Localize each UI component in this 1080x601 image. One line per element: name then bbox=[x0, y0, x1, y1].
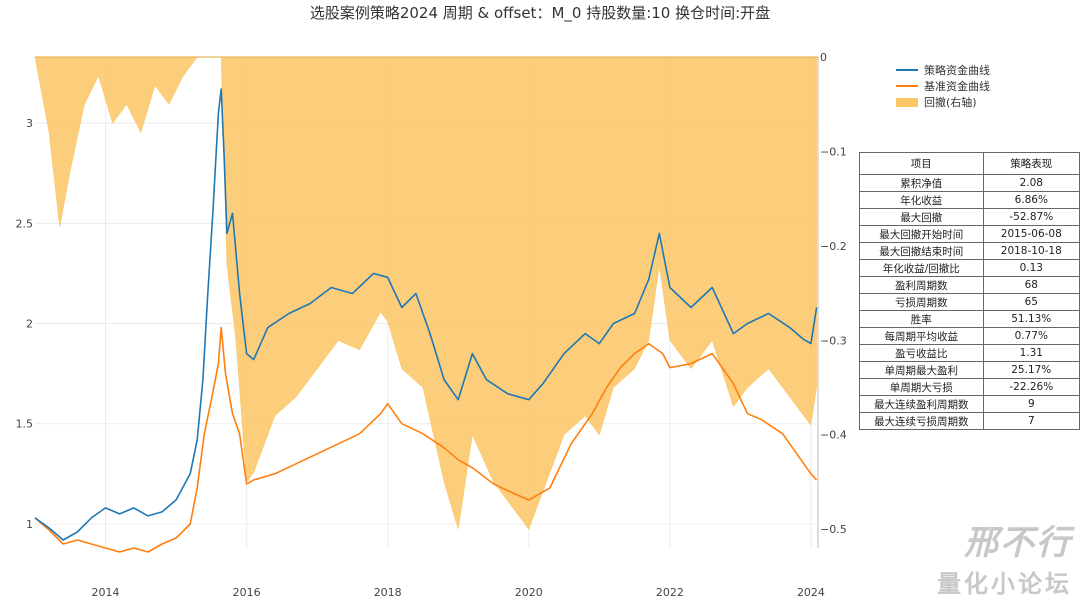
y-right-tick-label: −0.3 bbox=[820, 334, 847, 347]
stats-row: 最大回撤 -52.87% bbox=[859, 208, 1080, 226]
stats-value: 25.17% bbox=[982, 361, 1080, 379]
stats-row: 年化收益 6.86% bbox=[859, 191, 1080, 209]
stats-key: 最大连续盈利周期数 bbox=[859, 395, 984, 413]
stats-value: 1.31 bbox=[982, 344, 1080, 362]
stats-row: 胜率 51.13% bbox=[859, 310, 1080, 328]
y-left-tick-label: 1.5 bbox=[16, 418, 34, 431]
stats-row: 每周期平均收益 0.77% bbox=[859, 327, 1080, 345]
stats-header-row: 项目 策略表现 bbox=[859, 152, 1080, 175]
y-right-tick-label: −0.2 bbox=[820, 240, 847, 253]
stats-row: 最大连续盈利周期数 9 bbox=[859, 395, 1080, 413]
legend-item-strategy[interactable]: 策略资金曲线 bbox=[896, 62, 990, 78]
watermark-line1: 邢不行 bbox=[964, 523, 1072, 563]
x-tick-label: 2018 bbox=[374, 586, 402, 599]
stats-value: 9 bbox=[982, 395, 1080, 413]
stats-value: 0.77% bbox=[982, 327, 1080, 345]
y-left-tick-label: 1 bbox=[26, 518, 33, 531]
stats-value: 2018-10-18 bbox=[982, 242, 1080, 260]
stats-key: 累积净值 bbox=[859, 174, 984, 192]
stats-table: 项目 策略表现 累积净值 2.08 年化收益 6.86% 最大回撤 -52.87% 最大回撤… bbox=[859, 152, 1080, 430]
stats-key: 每周期平均收益 bbox=[859, 327, 984, 345]
stats-row: 最大连续亏损周期数 7 bbox=[859, 412, 1080, 430]
x-tick-label: 2014 bbox=[92, 586, 120, 599]
stats-key: 年化收益 bbox=[859, 191, 984, 209]
benchmark-curve bbox=[34, 326, 818, 553]
y-left-tick-label: 2 bbox=[26, 318, 33, 331]
stats-header-value: 策略表现 bbox=[982, 152, 1080, 175]
legend-label-strategy: 策略资金曲线 bbox=[924, 64, 990, 77]
stats-row: 单周期最大盈利 25.17% bbox=[859, 361, 1080, 379]
stats-value: 65 bbox=[982, 293, 1080, 311]
stats-key: 最大回撤 bbox=[859, 208, 984, 226]
stats-row: 累积净值 2.08 bbox=[859, 174, 1080, 192]
stats-row: 最大回撤开始时间 2015-06-08 bbox=[859, 225, 1080, 243]
axis-layer: 2014 2016 2018 2020 2022 2024 1 1.5 2 2.5 3 0 −0.1 −0… bbox=[16, 51, 847, 599]
stats-key: 胜率 bbox=[859, 310, 984, 328]
stats-row: 盈亏收益比 1.31 bbox=[859, 344, 1080, 362]
legend-item-drawdown[interactable]: 回撤(右轴) bbox=[896, 94, 990, 110]
stats-key: 单周期最大盈利 bbox=[859, 361, 984, 379]
legend-swatch-strategy bbox=[896, 69, 918, 71]
stats-key: 盈利周期数 bbox=[859, 276, 984, 294]
y-left-tick-label: 3 bbox=[26, 117, 33, 130]
x-tick-label: 2020 bbox=[515, 586, 543, 599]
stats-key: 盈亏收益比 bbox=[859, 344, 984, 362]
stats-key: 最大回撤开始时间 bbox=[859, 225, 984, 243]
y-right-tick-label: 0 bbox=[820, 51, 827, 64]
stats-value: 68 bbox=[982, 276, 1080, 294]
x-tick-label: 2024 bbox=[797, 586, 825, 599]
legend-swatch-benchmark bbox=[896, 85, 918, 87]
stats-row: 盈利周期数 68 bbox=[859, 276, 1080, 294]
stats-row: 单周期大亏损 -22.26% bbox=[859, 378, 1080, 396]
drawdown-area-layer bbox=[34, 56, 818, 530]
legend: 策略资金曲线 基准资金曲线 回撤(右轴) bbox=[896, 62, 990, 110]
x-tick-label: 2016 bbox=[233, 586, 261, 599]
drawdown-area bbox=[34, 56, 817, 530]
stats-value: 2.08 bbox=[982, 174, 1080, 192]
chart-title: 选股案例策略2024 周期 & offset：M_0 持股数量:10 换仓时间:… bbox=[309, 4, 771, 22]
watermark-line2: 量化小论坛 bbox=[937, 570, 1072, 598]
stats-row: 年化收益/回撤比 0.13 bbox=[859, 259, 1080, 277]
stats-key: 最大连续亏损周期数 bbox=[859, 412, 984, 430]
legend-label-drawdown: 回撤(右轴) bbox=[924, 96, 977, 109]
stats-key: 亏损周期数 bbox=[859, 293, 984, 311]
stats-value: 2015-06-08 bbox=[982, 225, 1080, 243]
x-tick-label: 2022 bbox=[656, 586, 684, 599]
legend-item-benchmark[interactable]: 基准资金曲线 bbox=[896, 78, 990, 94]
stats-value: -22.26% bbox=[982, 378, 1080, 396]
stats-row: 亏损周期数 65 bbox=[859, 293, 1080, 311]
curve-layer bbox=[34, 88, 818, 553]
stats-value: 6.86% bbox=[982, 191, 1080, 209]
y-right-tick-label: −0.4 bbox=[820, 429, 847, 442]
y-left-tick-label: 2.5 bbox=[16, 217, 34, 230]
stats-header-item: 项目 bbox=[859, 152, 984, 175]
stats-key: 单周期大亏损 bbox=[859, 378, 984, 396]
stats-key: 最大回撤结束时间 bbox=[859, 242, 984, 260]
legend-label-benchmark: 基准资金曲线 bbox=[924, 80, 990, 93]
strategy-curve bbox=[34, 88, 818, 541]
stats-key: 年化收益/回撤比 bbox=[859, 259, 984, 277]
y-right-tick-label: −0.1 bbox=[820, 145, 847, 158]
stats-value: -52.87% bbox=[982, 208, 1080, 226]
stats-row: 最大回撤结束时间 2018-10-18 bbox=[859, 242, 1080, 260]
stats-value: 51.13% bbox=[982, 310, 1080, 328]
watermark: 邢不行 量化小论坛 bbox=[937, 515, 1072, 599]
stats-body: 累积净值 2.08 年化收益 6.86% 最大回撤 -52.87% 最大回撤开始时间 2015… bbox=[859, 174, 1080, 430]
stats-value: 7 bbox=[982, 412, 1080, 430]
legend-swatch-drawdown bbox=[896, 97, 918, 107]
stats-value: 0.13 bbox=[982, 259, 1080, 277]
y-right-tick-label: −0.5 bbox=[820, 523, 847, 536]
